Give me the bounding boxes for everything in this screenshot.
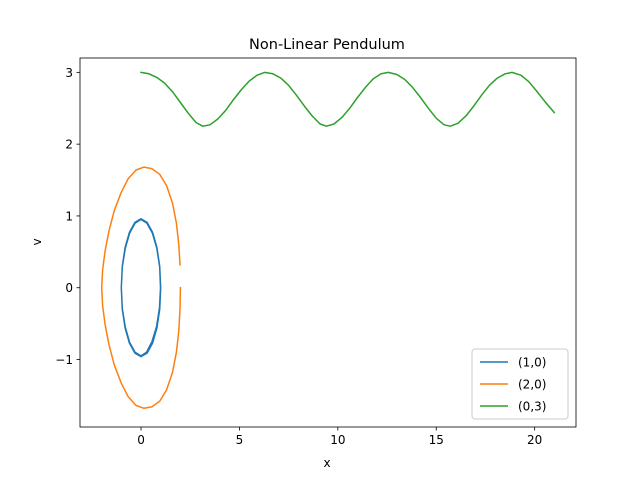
x-tick-label: 5: [236, 433, 244, 447]
legend-box: [471, 348, 569, 420]
y-tick-label: 0: [65, 281, 73, 295]
x-axis-label: x: [323, 456, 330, 470]
axes-frame: [79, 57, 577, 428]
x-tick-label: 15: [429, 433, 444, 447]
legend-label-0: (1,0): [518, 356, 546, 370]
chart-title: Non-Linear Pendulum: [249, 37, 405, 53]
series-line-1: [100, 166, 182, 410]
series-line-2: [140, 71, 556, 127]
y-tick-label: 2: [65, 138, 73, 152]
y-tick-label: 3: [65, 66, 73, 80]
x-tick-label: 10: [330, 433, 345, 447]
legend-label-2: (0,3): [518, 400, 546, 414]
x-tick-label: 0: [137, 433, 145, 447]
axes: 0 5 10 15 20 −1 0 1 2 3: [55, 57, 577, 447]
series-line-0: [120, 218, 162, 358]
legend: (1,0) (2,0) (0,3): [471, 348, 569, 420]
plot-area: [100, 71, 556, 410]
y-axis-label: v: [30, 238, 44, 245]
legend-label-1: (2,0): [518, 378, 546, 392]
y-tick-label: 1: [65, 209, 73, 223]
x-tick-label: 20: [527, 433, 542, 447]
y-tick-label: −1: [55, 353, 73, 367]
